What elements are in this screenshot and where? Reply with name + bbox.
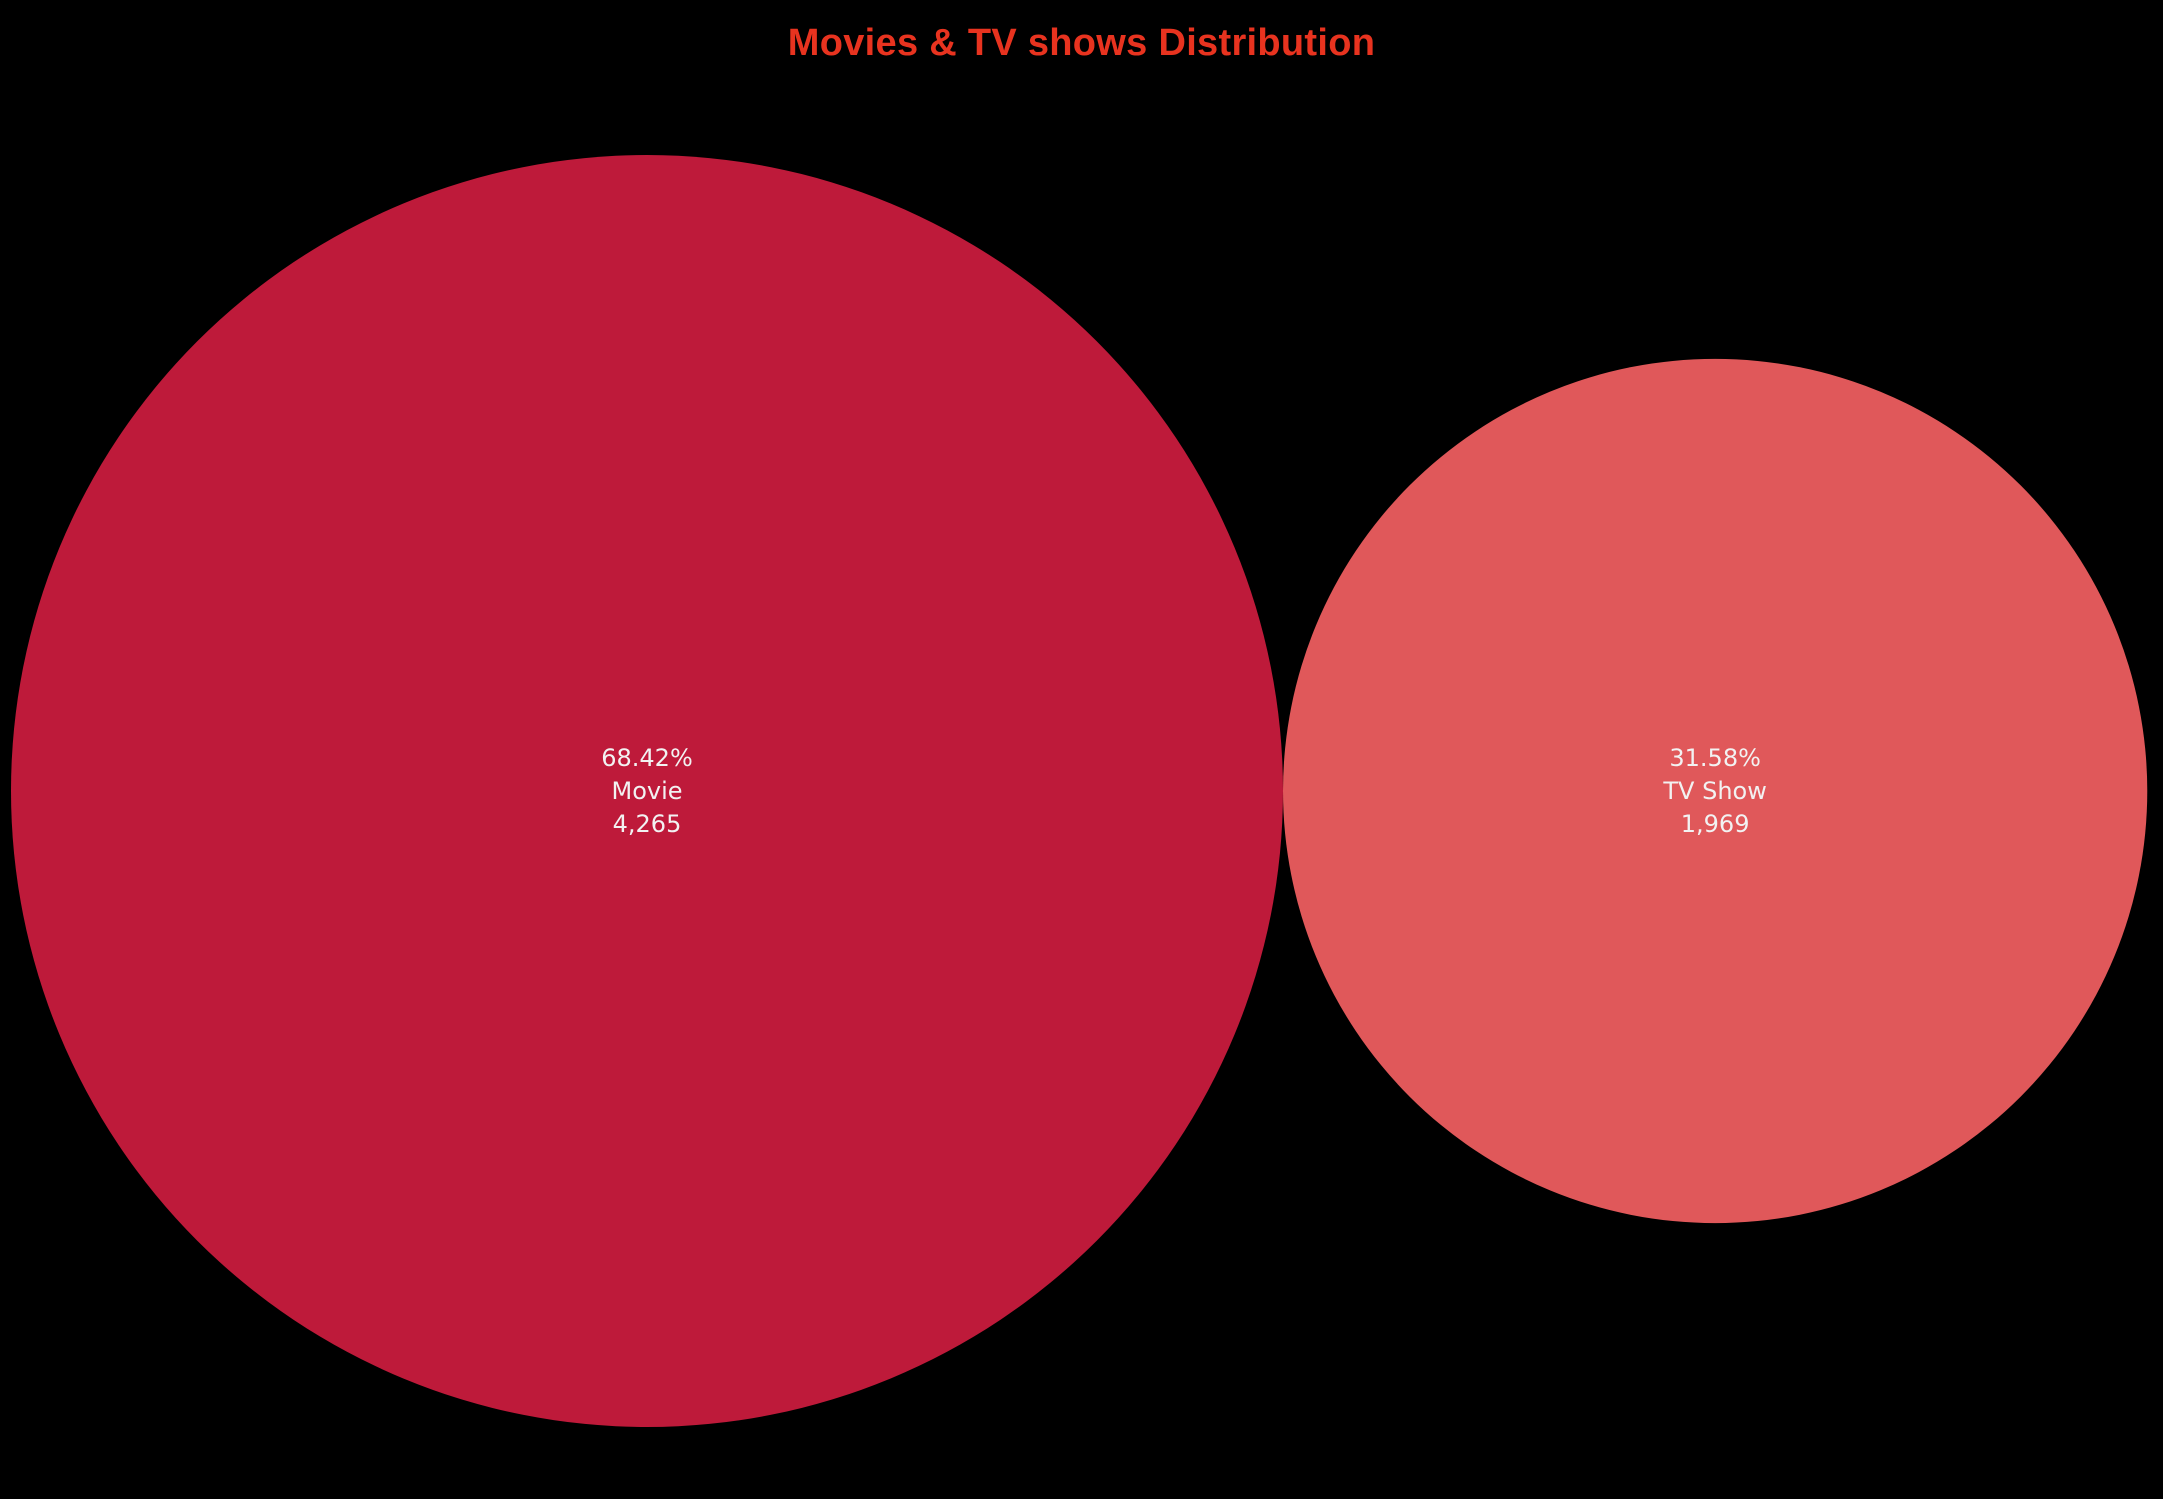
bubble-movie[interactable]: 68.42% Movie 4,265: [11, 155, 1283, 1427]
bubble-value-label-tv-show: 1,969: [1681, 810, 1750, 838]
bubble-circle-tv-show[interactable]: [1283, 358, 2148, 1224]
bubble-category-label-tv-show: TV Show: [1662, 777, 1766, 805]
bubble-category-label-movie: Movie: [611, 777, 682, 805]
chart-title: Movies & TV shows Distribution: [787, 22, 1376, 64]
bubble-value-label-movie: 4,265: [613, 810, 682, 838]
bubble-percent-label-tv-show: 31.58%: [1669, 744, 1761, 772]
bubble-percent-label-movie: 68.42%: [601, 744, 693, 772]
bubble-tv-show[interactable]: 31.58% TV Show 1,969: [1283, 358, 2148, 1224]
bubble-circle-movie[interactable]: [11, 155, 1283, 1427]
